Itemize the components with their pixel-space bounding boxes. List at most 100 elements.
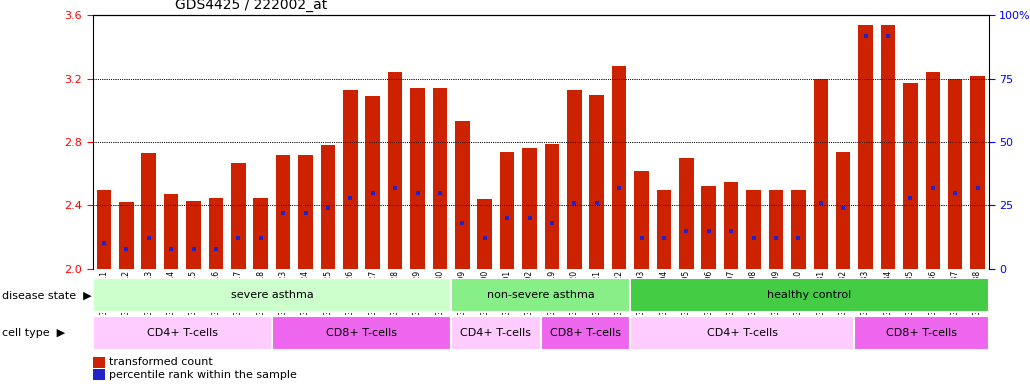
Bar [316,15,339,269]
Bar [791,190,805,269]
Bar [612,66,626,269]
Bar [500,152,514,269]
Text: CD8+ T-cells: CD8+ T-cells [550,328,621,338]
Bar [451,316,541,349]
Bar [522,149,537,269]
Bar [634,170,649,269]
Bar [249,15,272,269]
Bar [903,83,918,269]
Bar [679,158,693,269]
Bar [926,73,940,269]
Bar [922,15,943,269]
Bar [295,15,316,269]
Bar [743,15,764,269]
Bar [410,88,424,269]
Bar [209,197,224,269]
Bar [388,73,403,269]
Bar [764,15,787,269]
Text: CD8+ T-cells: CD8+ T-cells [327,328,397,338]
Bar [272,316,451,349]
Bar [406,15,428,269]
Bar [858,25,872,269]
Bar [119,202,134,269]
Bar [899,15,922,269]
Text: CD4+ T-cells: CD4+ T-cells [147,328,217,338]
Bar [608,15,630,269]
Bar [343,90,357,269]
Bar [541,15,563,269]
Bar [970,76,985,269]
Bar [676,15,697,269]
Text: disease state  ▶: disease state ▶ [2,290,92,300]
Text: healthy control: healthy control [767,290,852,300]
Bar [272,15,295,269]
Bar [186,201,201,269]
Bar [141,153,156,269]
Bar [451,15,474,269]
Text: transformed count: transformed count [109,358,213,367]
Bar [948,79,962,269]
Bar [97,190,111,269]
Bar [474,15,495,269]
Bar [451,278,630,312]
Bar [433,88,447,269]
Bar [630,278,989,312]
Bar [854,15,877,269]
Text: cell type  ▶: cell type ▶ [2,328,65,338]
Bar [814,79,828,269]
Text: GDS4425 / 222002_at: GDS4425 / 222002_at [175,0,328,12]
Bar [877,15,899,269]
Bar [854,316,989,349]
Bar [697,15,720,269]
Bar [657,190,672,269]
Bar [653,15,676,269]
Text: CD4+ T-cells: CD4+ T-cells [707,328,778,338]
Text: non-severe asthma: non-severe asthma [487,290,594,300]
Bar [339,15,362,269]
Bar [455,121,470,269]
Bar [720,15,743,269]
Bar [810,15,832,269]
Text: CD8+ T-cells: CD8+ T-cells [886,328,957,338]
Bar [160,15,182,269]
Bar [227,15,249,269]
Bar [836,152,851,269]
Bar [747,190,761,269]
Bar [541,316,630,349]
Bar [384,15,406,269]
Bar [276,155,290,269]
Bar [253,197,268,269]
Bar [518,15,541,269]
Bar [787,15,810,269]
Bar [966,15,989,269]
Bar [589,94,604,269]
Bar [93,15,989,269]
Bar [205,15,227,269]
Bar [366,96,380,269]
Text: CD4+ T-cells: CD4+ T-cells [460,328,531,338]
Bar [768,190,783,269]
Bar [478,199,492,269]
Bar [231,163,245,269]
Bar [630,316,854,349]
Text: severe asthma: severe asthma [231,290,313,300]
Bar [164,194,178,269]
Bar [585,15,608,269]
Bar [701,187,716,269]
Bar [568,90,582,269]
Bar [115,15,137,269]
Bar [428,15,451,269]
Bar [881,25,895,269]
Bar [299,155,313,269]
Bar [137,15,160,269]
Bar [832,15,854,269]
Bar [724,182,739,269]
Bar [630,15,653,269]
Bar [182,15,205,269]
Bar [495,15,518,269]
Bar [563,15,585,269]
Bar [545,144,559,269]
Bar [93,15,115,269]
Text: percentile rank within the sample: percentile rank within the sample [109,370,297,380]
Bar [93,316,272,349]
